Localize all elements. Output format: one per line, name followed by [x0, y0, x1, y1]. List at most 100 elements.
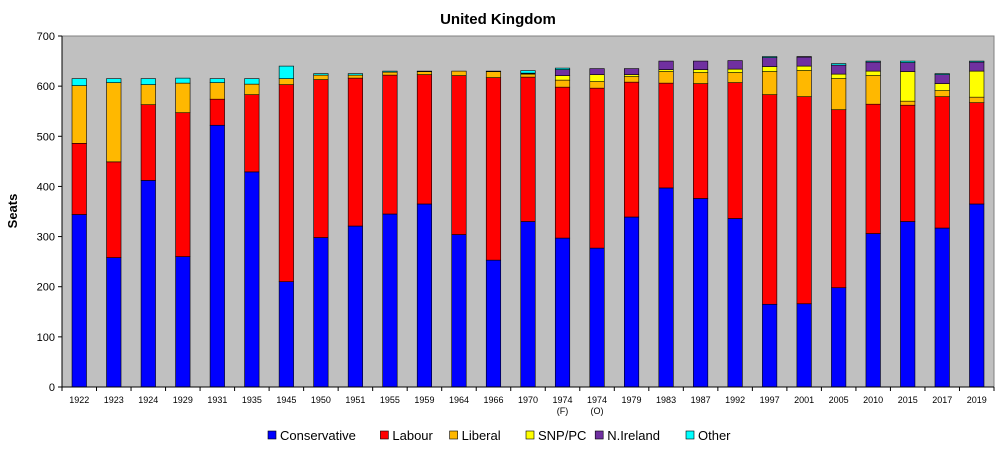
bar-segment-conservative-12 [485, 259, 502, 388]
bar-segment-conservative-25 [934, 227, 950, 388]
legend-label-other: Other [698, 428, 731, 443]
legend-label-snp-pc: SNP/PC [538, 428, 586, 443]
bar-segment-snp-pc-24 [900, 71, 916, 102]
y-tick-label: 300 [37, 232, 55, 244]
bar-segment-n-ireland-16 [624, 68, 640, 75]
x-tick-label: 1983 [656, 395, 676, 405]
bar-segment-liberal-1 [106, 82, 122, 163]
bar-segment-conservative-17 [658, 187, 674, 388]
bar-segment-snp-pc-26 [969, 70, 985, 98]
bar-segment-conservative-23 [865, 233, 881, 388]
x-tick-label: 1979 [622, 395, 642, 405]
bar-segment-labour-2 [140, 104, 156, 181]
bar-segment-liberal-11 [451, 70, 467, 76]
bar-segment-liberal-25 [934, 90, 950, 97]
bar-segment-labour-14 [554, 86, 571, 239]
bar-segment-labour-0 [71, 143, 87, 215]
bar-segment-n-ireland-22 [831, 64, 847, 75]
x-tick-label: 1997 [760, 395, 780, 405]
legend-swatch-snp-pc [525, 430, 535, 440]
bar-segment-liberal-10 [416, 71, 433, 75]
bar-segment-n-ireland-15 [589, 68, 605, 75]
bar-segment-labour-9 [382, 74, 398, 215]
bar-segment-liberal-0 [71, 85, 87, 144]
bar-segment-snp-pc-18 [693, 69, 709, 73]
y-axis-label: Seats [5, 194, 20, 229]
y-tick-label: 100 [37, 332, 55, 344]
bar-segment-liberal-24 [900, 100, 916, 106]
bar-segment-labour-12 [485, 77, 502, 261]
bar-segment-n-ireland-24 [900, 62, 916, 72]
bar-segment-liberal-26 [969, 96, 985, 103]
bar-segment-conservative-16 [624, 216, 640, 388]
legend-label-conservative: Conservative [280, 428, 356, 443]
bar-segment-labour-5 [244, 94, 260, 173]
bar-segment-labour-25 [934, 96, 950, 229]
bar-segment-labour-3 [175, 112, 191, 257]
legend: Conservative Labour Liberal SNP/PC N.Ireland… [267, 428, 731, 443]
y-tick-label: 600 [37, 81, 55, 93]
x-tick-label: 1922 [69, 395, 89, 405]
bar-segment-n-ireland-25 [934, 74, 950, 84]
bar-segment-labour-8 [347, 77, 363, 227]
bar-segment-snp-pc-20 [762, 66, 778, 72]
bar-segment-conservative-7 [313, 237, 329, 388]
bar-segment-liberal-8 [347, 74, 363, 79]
x-tick-label: 1951 [345, 395, 365, 405]
bar-segment-labour-4 [209, 98, 225, 126]
bar-segment-n-ireland-18 [693, 60, 709, 70]
bar-segment-liberal-23 [865, 75, 881, 105]
x-tick-label: 1959 [414, 395, 434, 405]
bar-segment-liberal-16 [624, 76, 640, 83]
bar-segment-labour-19 [727, 82, 743, 219]
legend-swatch-other [685, 430, 695, 440]
bar-layer [71, 56, 985, 388]
y-tick-label: 0 [49, 382, 55, 394]
bar-segment-conservative-1 [106, 257, 122, 388]
bar-segment-other-13 [520, 70, 536, 74]
bar-segment-conservative-4 [209, 124, 225, 388]
bar-segment-conservative-11 [451, 234, 467, 388]
bar-segment-other-10 [416, 70, 433, 72]
bar-segment-other-24 [900, 60, 916, 63]
bar-segment-conservative-13 [520, 221, 536, 388]
bar-segment-liberal-18 [693, 72, 709, 84]
bar-segment-labour-26 [969, 102, 985, 205]
bar-segment-conservative-18 [693, 198, 709, 388]
bar-segment-other-4 [209, 78, 225, 83]
bar-segment-labour-20 [762, 94, 778, 305]
bar-segment-conservative-0 [71, 214, 87, 388]
bar-segment-labour-10 [416, 74, 433, 205]
y-tick-label: 500 [37, 131, 55, 143]
bar-segment-liberal-17 [658, 71, 674, 84]
bar-segment-conservative-2 [140, 180, 156, 388]
bar-segment-snp-pc-21 [796, 65, 812, 71]
bar-segment-liberal-22 [831, 78, 847, 111]
x-tick-label: 1929 [173, 395, 193, 405]
bar-segment-labour-15 [589, 87, 605, 249]
bar-segment-liberal-19 [727, 72, 743, 83]
x-tick-label: 1955 [380, 395, 400, 405]
x-tick-label: 2015 [898, 395, 918, 405]
bar-segment-conservative-22 [831, 287, 847, 388]
bar-segment-labour-16 [624, 81, 640, 218]
bar-segment-conservative-15 [589, 247, 605, 388]
bar-segment-other-21 [796, 56, 812, 58]
bar-segment-conservative-5 [244, 171, 260, 388]
bar-segment-labour-23 [865, 103, 881, 234]
chart-title: United Kingdom [440, 11, 556, 28]
x-tick-label: 1945 [276, 395, 296, 405]
x-tick-label: 1935 [242, 395, 262, 405]
bar-segment-liberal-7 [313, 74, 329, 80]
x-axis: 1922 1923 1924 1929 1931 1935 1945 1950 1951 1955… [61, 386, 995, 416]
x-tick-label: 2010 [863, 395, 883, 405]
bar-segment-snp-pc-22 [831, 73, 847, 79]
bar-segment-other-0 [71, 78, 87, 86]
bar-segment-conservative-21 [796, 303, 812, 388]
bar-segment-snp-pc-17 [658, 69, 674, 72]
x-tick-label: 1964 [449, 395, 469, 405]
bar-segment-liberal-20 [762, 71, 778, 95]
x-tick-label: 1970 [518, 395, 538, 405]
x-tick-label: 1950 [311, 395, 331, 405]
